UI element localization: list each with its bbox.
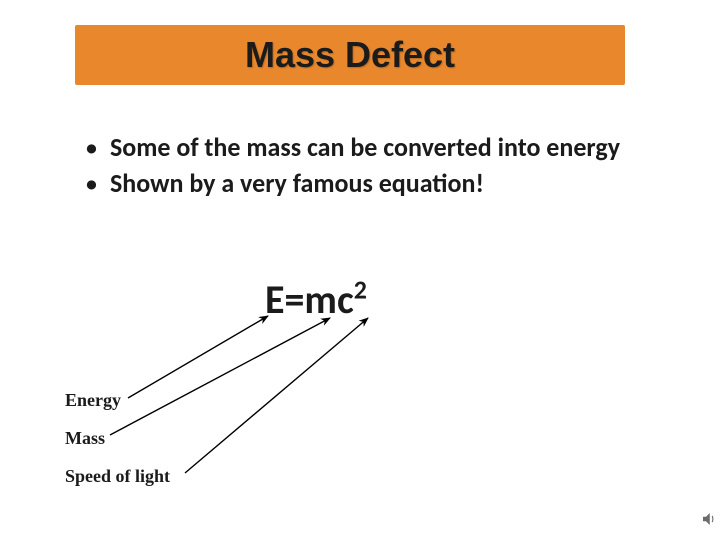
bullet-dot-icon: • (85, 130, 98, 164)
bullet-text: Some of the mass can be converted into e… (110, 130, 620, 164)
bullet-item: • Some of the mass can be converted into… (85, 130, 645, 164)
title-bar: Mass Defect (75, 25, 625, 85)
slide: Mass Defect • Some of the mass can be co… (0, 0, 720, 540)
bullet-text: Shown by a very famous equation! (110, 166, 484, 200)
equation: E=mc2 (265, 275, 367, 324)
label-speed: Speed of light (65, 466, 170, 487)
arrow-line (185, 318, 368, 473)
arrow-line (110, 318, 330, 435)
bullet-item: • Shown by a very famous equation! (85, 166, 645, 200)
slide-title: Mass Defect (245, 34, 455, 76)
arrow-line (128, 316, 268, 398)
bullet-list: • Some of the mass can be converted into… (85, 130, 645, 202)
bullet-dot-icon: • (85, 166, 98, 200)
speaker-icon (700, 510, 718, 528)
arrow-lines (110, 316, 368, 473)
equation-superscript: 2 (354, 274, 367, 306)
label-energy: Energy (65, 390, 121, 411)
equation-base: E=mc (265, 275, 354, 324)
label-mass: Mass (65, 428, 105, 449)
